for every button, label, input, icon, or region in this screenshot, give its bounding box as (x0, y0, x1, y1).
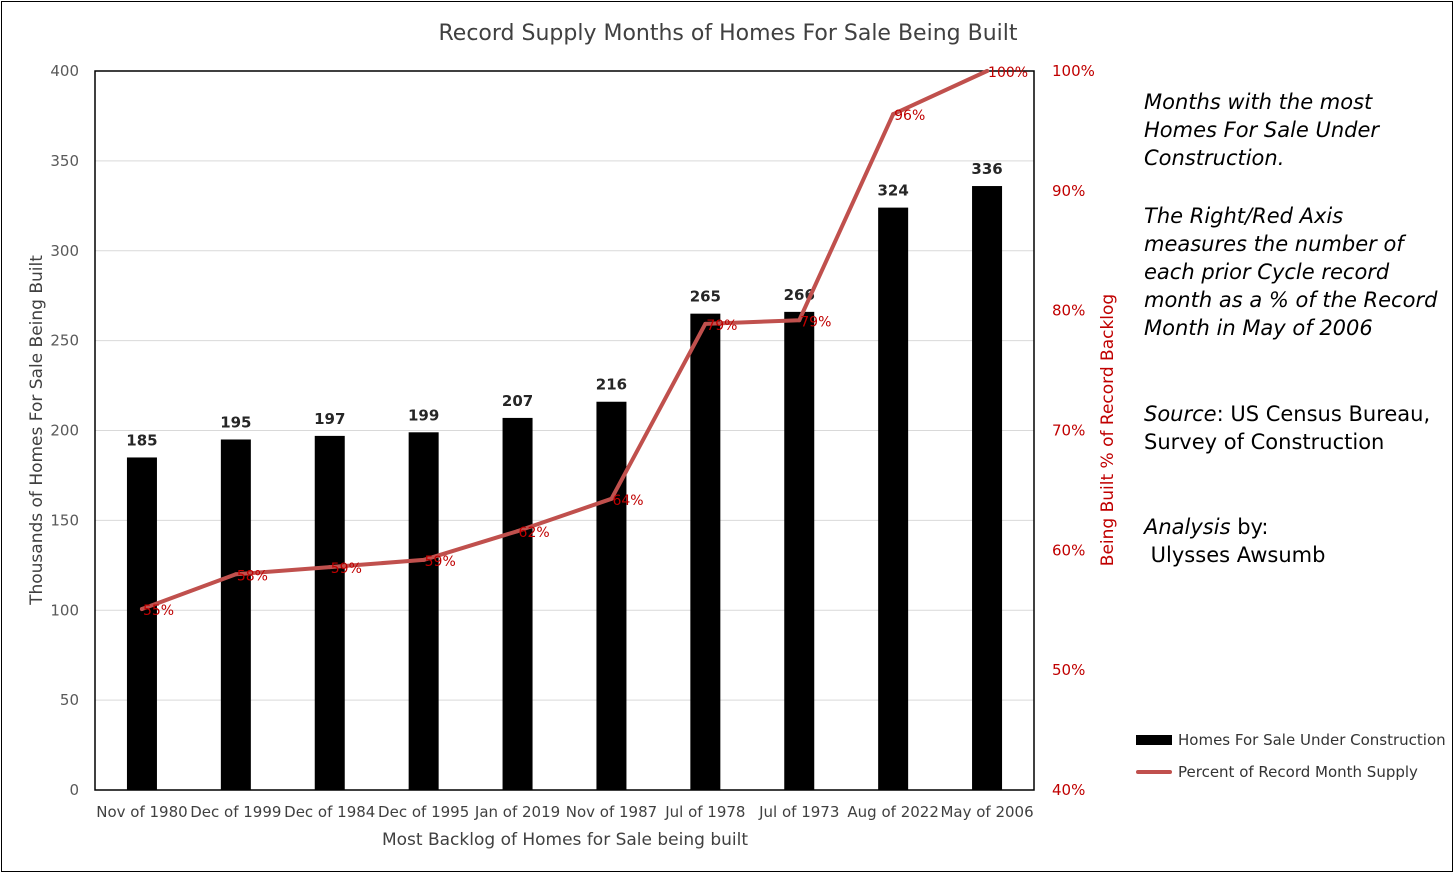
x-tick-label: Jul of 1973 (758, 803, 839, 821)
line-value-label: 79% (800, 314, 831, 330)
line-point (609, 496, 614, 501)
bar-value-label: 195 (220, 413, 251, 431)
bar-value-label: 199 (408, 406, 439, 424)
bar (784, 311, 815, 790)
line-point (515, 529, 520, 534)
legend-item-line: Percent of Record Month Supply (1136, 763, 1418, 781)
legend-line-label: Percent of Record Month Supply (1178, 763, 1418, 781)
line-point (421, 557, 426, 562)
x-axis-label: Most Backlog of Homes for Sale being bui… (382, 830, 748, 850)
x-tick-label: Dec of 1995 (378, 803, 469, 821)
y-tick-label: 400 (50, 62, 79, 80)
y2-tick-label: 50% (1052, 661, 1085, 679)
bar-value-label: 185 (126, 431, 157, 449)
y2-tick-label: 40% (1052, 781, 1085, 799)
annotation-text-1: Months with the most Homes For Sale Unde… (1144, 90, 1380, 170)
line-value-label: 58% (237, 568, 268, 584)
bar (314, 435, 345, 790)
line-path (139, 69, 990, 612)
y2-tick-label: 90% (1052, 182, 1085, 200)
x-tick-label: Nov of 1980 (96, 803, 187, 821)
bar-value-label: 265 (690, 288, 721, 306)
source-text: : US Census Bureau, Survey of Constructi… (1144, 402, 1431, 454)
bar (502, 417, 533, 790)
analysis-label: Analysis (1144, 515, 1231, 539)
bar-value-label: 197 (314, 410, 345, 428)
bar (596, 401, 627, 790)
line-value-label: 79% (706, 318, 737, 334)
line-value-label: 59% (425, 554, 456, 570)
y-tick-label: 300 (50, 242, 79, 260)
annotation-text-2: The Right/Red Axis measures the number o… (1144, 204, 1438, 340)
line-point (233, 572, 238, 577)
legend-bar-label: Homes For Sale Under Construction (1178, 731, 1446, 749)
line-point (703, 321, 708, 326)
right-axis-ticks: 40% 50% 60% 70% 80% 90% 100% (1052, 62, 1095, 799)
x-tick-label: Jul of 1978 (664, 803, 745, 821)
bar (878, 207, 909, 791)
gridlines (95, 70, 1034, 791)
bar (126, 457, 157, 790)
bar-value-label: 336 (971, 160, 1002, 178)
bar-value-label: 324 (877, 182, 908, 200)
x-tick-label: Dec of 1984 (284, 803, 375, 821)
legend-line-swatch (1136, 770, 1172, 774)
annotation-p2: The Right/Red Axis measures the number o… (1144, 202, 1444, 342)
line-point (891, 112, 896, 117)
annotation-p1: Months with the most Homes For Sale Unde… (1144, 88, 1444, 172)
y-axis-label: Thousands of Homes For Sale Being Built (27, 255, 47, 606)
source-label: Source (1144, 402, 1217, 426)
line-value-label: 62% (519, 525, 550, 541)
y2-tick-label: 70% (1052, 422, 1085, 440)
y-tick-label: 100 (50, 601, 79, 619)
bar (690, 313, 721, 790)
line-value-label: 59% (331, 561, 362, 577)
bar (408, 432, 439, 790)
plot-area-border (94, 70, 1035, 791)
x-tick-label: Aug of 2022 (847, 803, 938, 821)
x-tick-label: Dec of 1999 (190, 803, 281, 821)
x-tick-label: Nov of 1987 (566, 803, 657, 821)
x-tick-label: May of 2006 (940, 803, 1033, 821)
plot-frame (94, 70, 1035, 791)
y2-tick-label: 80% (1052, 302, 1085, 320)
line-value-label: 96% (894, 108, 925, 124)
annotation-analysis: Analysis by: Ulysses Awsumb (1144, 513, 1444, 569)
x-axis-ticks: Nov of 1980 Dec of 1999 Dec of 1984 Dec of … (96, 803, 1033, 821)
line-value-label: 64% (612, 493, 643, 509)
line-point (985, 69, 990, 73)
bar-value-label: 216 (596, 376, 627, 394)
y-tick-label: 150 (50, 511, 79, 529)
y2-tick-label: 100% (1052, 62, 1095, 80)
line-point (327, 565, 332, 570)
y-tick-label: 50 (60, 691, 79, 709)
left-axis-ticks: 0 50 100 150 200 250 300 350 400 (50, 62, 79, 799)
bar (220, 439, 251, 790)
line-series (139, 69, 990, 612)
bar-series (126, 186, 1003, 791)
y-tick-label: 350 (50, 152, 79, 170)
y2-tick-label: 60% (1052, 541, 1085, 559)
line-value-label: 100% (988, 65, 1028, 81)
analysis-author: Ulysses Awsumb (1144, 543, 1326, 567)
y-tick-label: 0 (69, 781, 79, 799)
x-tick-label: Jan of 2019 (474, 803, 560, 821)
legend-bar-swatch (1136, 735, 1172, 745)
line-data-labels: 55% 58% 59% 59% 62% 64% 79% 79% 96% 100% (143, 65, 1028, 619)
y-tick-label: 250 (50, 332, 79, 350)
y2-axis-label: Being Built % of Record Backlog (1098, 294, 1118, 566)
chart-title: Record Supply Months of Homes For Sale B… (439, 21, 1018, 46)
legend-item-bars: Homes For Sale Under Construction (1136, 731, 1446, 749)
bar-value-label: 207 (502, 392, 533, 410)
bar (972, 186, 1003, 791)
annotation-source: Source: US Census Bureau, Survey of Cons… (1144, 400, 1444, 456)
line-point (139, 607, 144, 612)
line-value-label: 55% (143, 603, 174, 619)
analysis-text: by: (1230, 515, 1269, 539)
y-tick-label: 200 (50, 422, 79, 440)
line-point (797, 318, 802, 323)
